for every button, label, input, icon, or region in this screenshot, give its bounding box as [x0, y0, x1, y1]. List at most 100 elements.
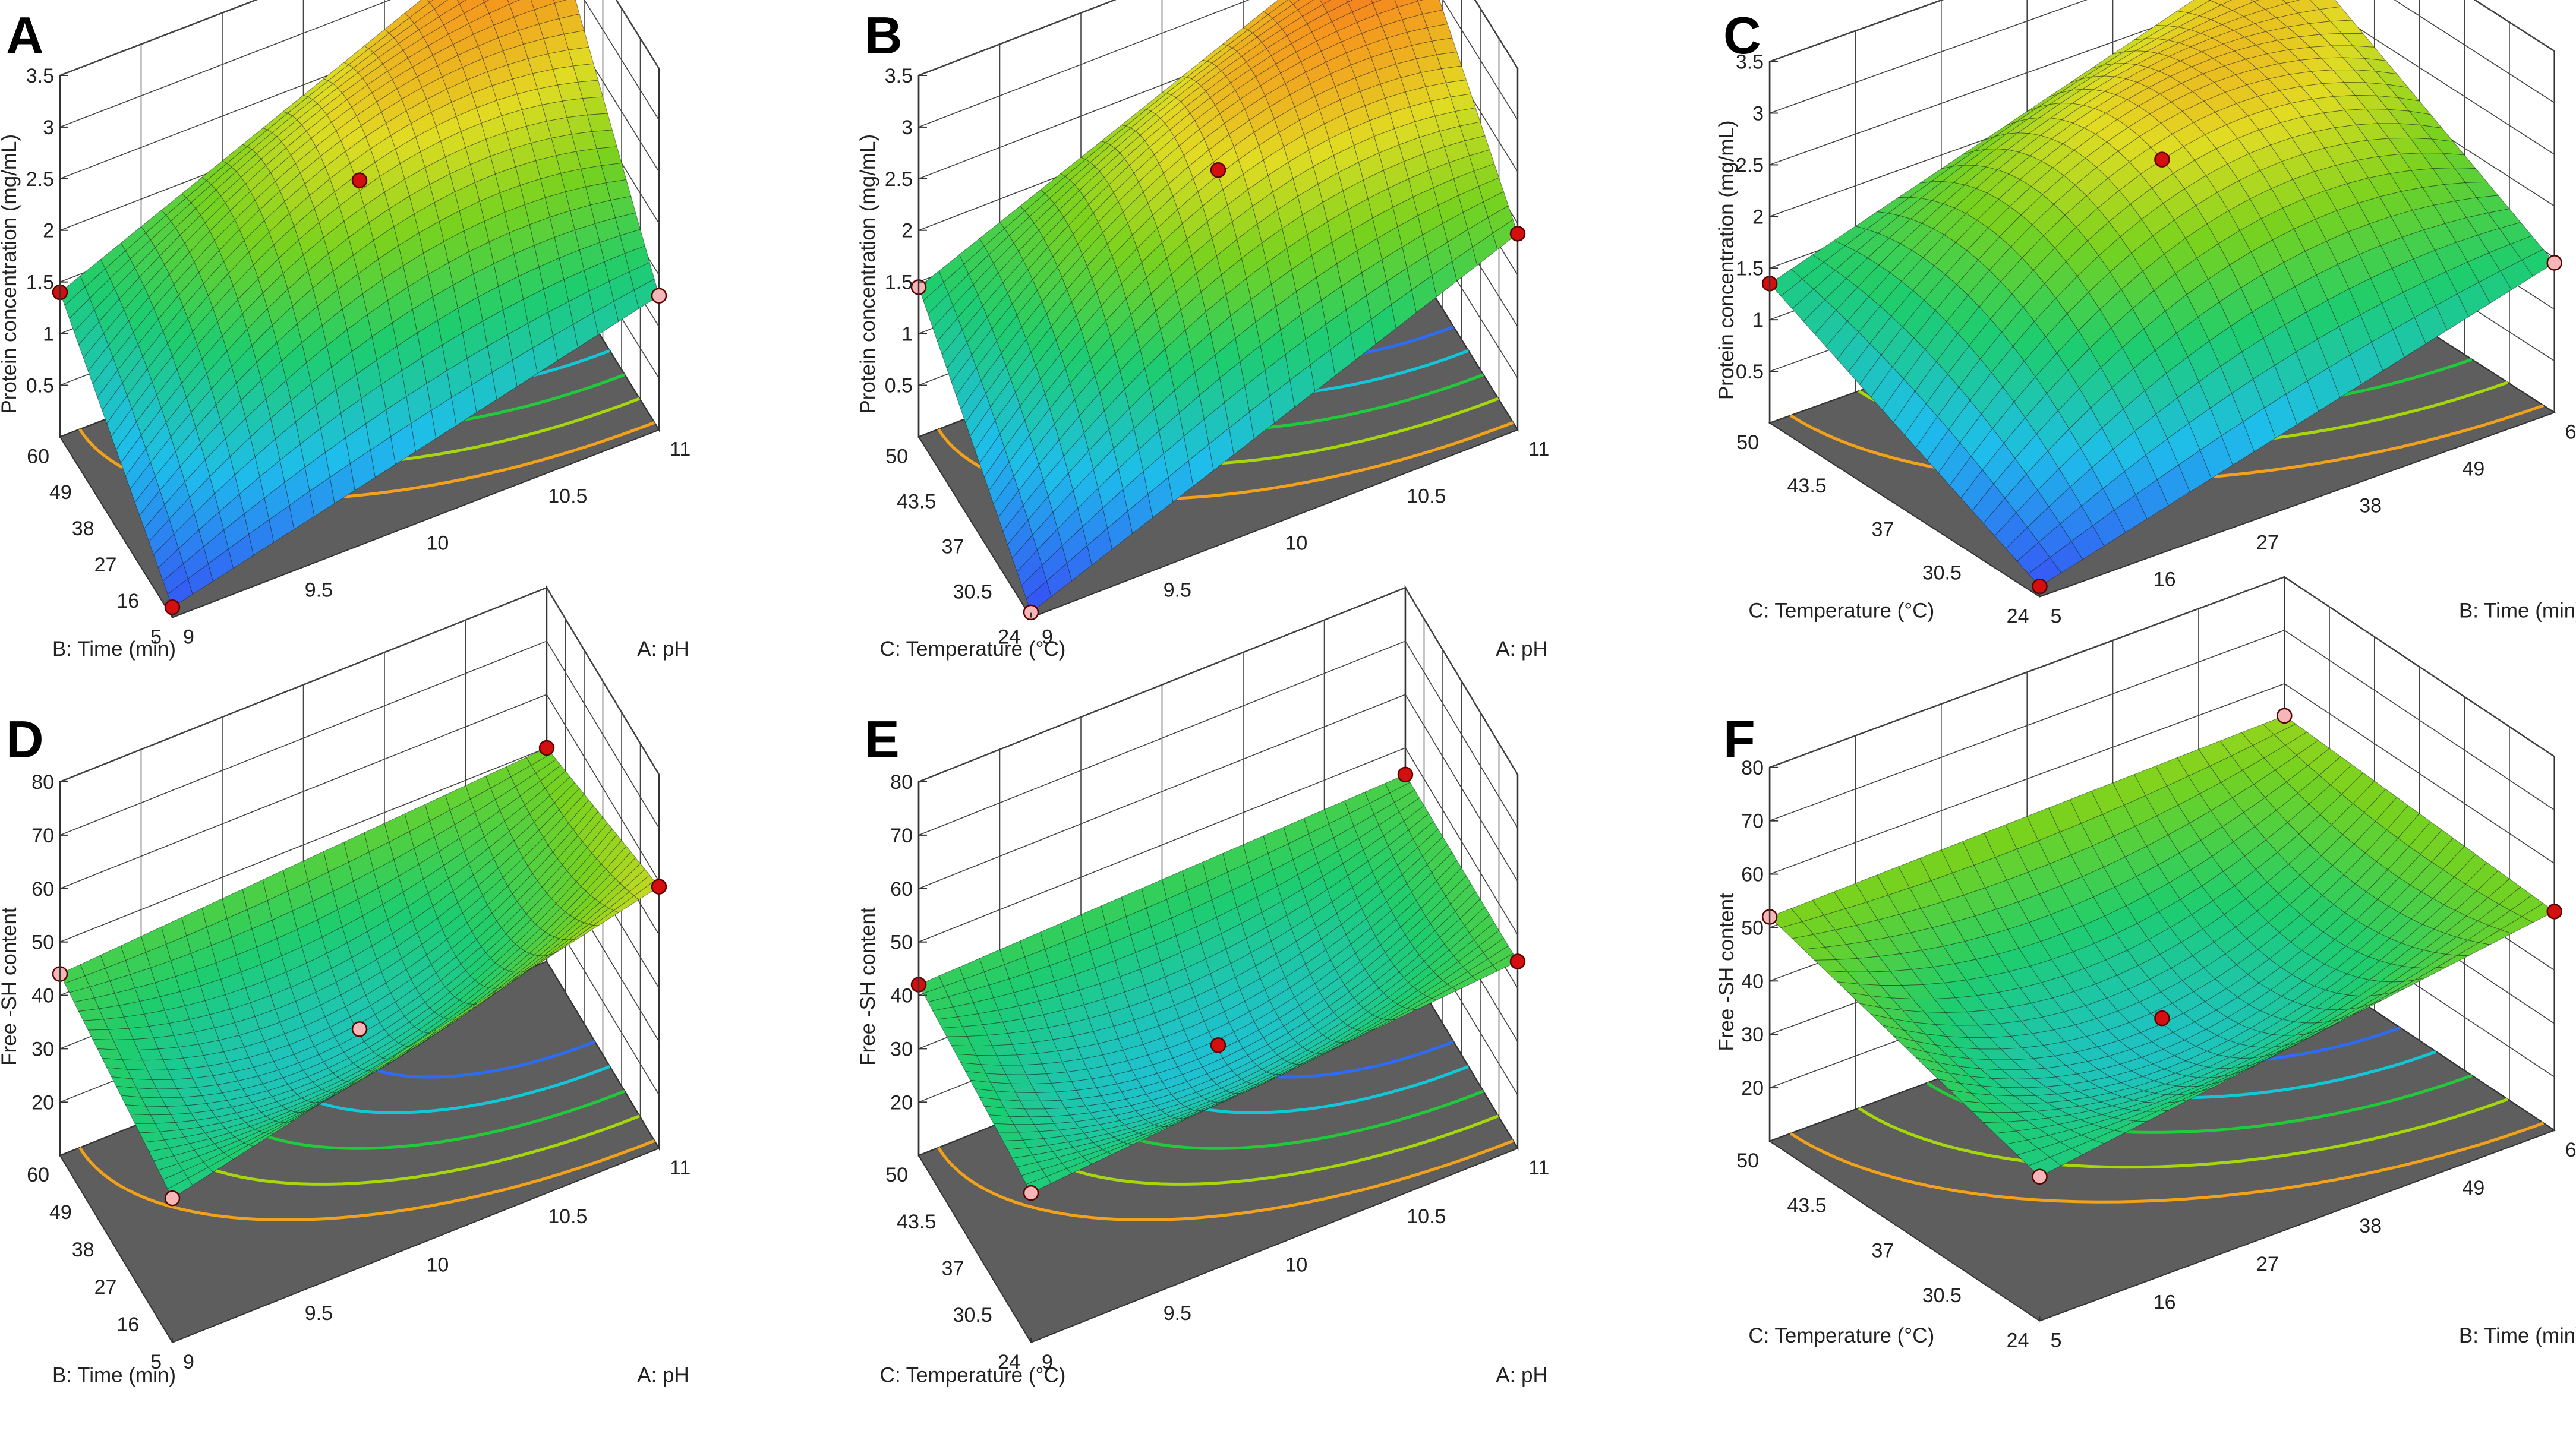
z-tick-label: 30: [1741, 1024, 1764, 1046]
x-tick-label: 10.5: [548, 1205, 587, 1228]
panel-b: 0.5 1 1.5 2 2.5 3 3.5 9 9.5 10 10.5 11 24 30.5 37 43.5 5…: [856, 0, 1697, 701]
design-point: [2546, 904, 2562, 920]
surface-cell: [1319, 0, 1332, 5]
x-tick-label: 10: [1285, 532, 1308, 555]
design-point: [351, 172, 368, 188]
x-axis-label: A: pH: [637, 637, 689, 661]
y-tick-label: 43.5: [897, 490, 936, 513]
panel-letter: B: [865, 6, 903, 65]
contour-line: [1789, 1122, 2545, 1204]
y-tick-label: 27: [94, 1276, 117, 1299]
z-tick-label: 3: [1752, 103, 1764, 125]
y-tick-label: 37: [1871, 518, 1894, 541]
y-axis-label: C: Temperature (°C): [1748, 599, 1934, 623]
chart-svg-d: 2030405060708099.51010.51151627384960A: …: [0, 585, 690, 1387]
surface-cell: [941, 1026, 968, 1037]
panel-c: 0.5 1 1.5 2 2.5 3 3.5 5 16 27 38 49 60 24 30.5 37 43.5 50…: [1715, 0, 2576, 701]
design-point: [1509, 226, 1526, 242]
panel-d: 20 30 40 50 60 70 80 9 9.5 10 10.5 11 5 16 27 38 49 60 A: …: [0, 585, 838, 1429]
x-axis-label: A: pH: [1496, 1363, 1548, 1387]
x-tick-label: 9: [183, 1351, 194, 1373]
design-point: [538, 740, 555, 756]
design-point: [1023, 1185, 1039, 1201]
y-tick-label: 27: [94, 554, 117, 576]
response-surface: [918, 774, 1518, 1193]
x-tick-label: 27: [2256, 1253, 2279, 1275]
design-point: [2277, 708, 2293, 724]
surface-cell: [456, 0, 466, 5]
z-tick-label: 70: [31, 825, 54, 847]
y-tick-label: 43.5: [1787, 1195, 1827, 1217]
design-point: [1023, 604, 1039, 621]
y-tick-label: 37: [1871, 1239, 1894, 1262]
z-tick-label: 80: [890, 771, 913, 794]
panel-letter: E: [865, 710, 900, 769]
z-tick-label: 40: [890, 985, 913, 1008]
z-tick-label: 2.5: [1736, 154, 1764, 176]
z-tick-label: 50: [890, 931, 913, 954]
panel-letter: C: [1723, 6, 1761, 65]
y-axis-label: B: Time (min): [52, 637, 176, 661]
y-tick-label: 50: [885, 445, 908, 468]
y-tick-label: 24: [998, 1351, 1020, 1373]
x-axis-label: A: pH: [1496, 637, 1548, 661]
y-tick-label: 30.5: [953, 1304, 992, 1327]
x-axis-label: A: pH: [637, 1363, 689, 1387]
z-axis-label: Protein concentration (mg/mL): [0, 134, 21, 414]
z-axis-label: Protein concentration (mg/mL): [1715, 120, 1738, 400]
surface-cell: [427, 0, 434, 3]
panel-a: 0.5 1 1.5 2 2.5 3 3.5 9 9.5 10 10.5 11 5 16 27 38 49 60 A:…: [0, 0, 838, 701]
z-axis-label: Free -SH content: [1715, 893, 1738, 1051]
z-tick-label: 30: [890, 1038, 913, 1060]
x-tick-label: 38: [2359, 494, 2382, 517]
wall-gridline: [918, 587, 1518, 782]
y-tick-label: 60: [27, 1164, 49, 1186]
y-tick-label: 50: [1736, 1149, 1759, 1172]
x-tick-label: 11: [670, 1157, 690, 1179]
contour-line: [78, 1139, 655, 1222]
design-point: [2032, 1168, 2048, 1185]
y-tick-label: 37: [942, 536, 964, 558]
x-tick-label: 10: [427, 532, 449, 555]
y-tick-label: 49: [49, 1201, 72, 1224]
design-point: [1210, 162, 1226, 178]
wall-gridline: [59, 587, 660, 782]
z-tick-label: 40: [1741, 970, 1764, 993]
surface-cell: [134, 1123, 160, 1133]
contour-line: [937, 1139, 1514, 1222]
y-tick-label: 24: [2007, 605, 2029, 628]
design-point: [2154, 151, 2170, 168]
y-tick-label: 30.5: [953, 581, 992, 604]
y-tick-label: 24: [2007, 1329, 2029, 1352]
y-tick-label: 50: [885, 1164, 908, 1186]
y-tick-label: 16: [116, 1313, 139, 1336]
chart-svg-b: 0.5 1 1.5 2 2.5 3 3.5 9 9.5 10 10.5 11 24 30.5 37 43.5 5…: [856, 0, 1549, 661]
x-tick-label: 9.5: [305, 1302, 333, 1325]
y-tick-label: 5: [150, 626, 162, 649]
design-point: [164, 1190, 181, 1207]
y-tick-label: 50: [1736, 431, 1759, 454]
x-tick-label: 11: [670, 438, 690, 461]
y-tick-label: 38: [72, 517, 94, 540]
chart-svg-c: 0.5 1 1.5 2 2.5 3 3.5 5 16 27 38 49 60 24 30.5 37 43.5 50…: [1715, 0, 2576, 628]
design-point: [2154, 1010, 2170, 1027]
panel-letter: F: [1723, 710, 1755, 769]
panel-letter: D: [6, 710, 44, 769]
y-tick-label: 16: [116, 590, 139, 612]
x-tick-label: 16: [2154, 568, 2176, 590]
z-tick-label: 0.5: [1736, 361, 1764, 383]
z-tick-label: 2.5: [885, 168, 913, 191]
chart-svg-f: 20 30 40 50 60 70 80 5 16 27 38 49 60 24 30.5 37 43.5 50 B…: [1715, 575, 2576, 1352]
x-tick-label: 27: [2256, 531, 2279, 554]
response-surface: [59, 747, 660, 1199]
z-tick-label: 3: [901, 116, 913, 139]
panel-e: 20 30 40 50 60 70 80 9 9.5 10 10.5 11 24 30.5 37 43.5 50…: [856, 585, 1697, 1429]
surface-cell: [1026, 580, 1052, 613]
z-tick-label: 0.5: [885, 374, 913, 397]
x-tick-label: 38: [2359, 1215, 2382, 1237]
response-surface: [59, 0, 660, 608]
wall-gridline: [1769, 576, 2555, 768]
panel-f: 20 30 40 50 60 70 80 5 16 27 38 49 60 24 30.5 37 43.5 50 B…: [1715, 575, 2576, 1429]
